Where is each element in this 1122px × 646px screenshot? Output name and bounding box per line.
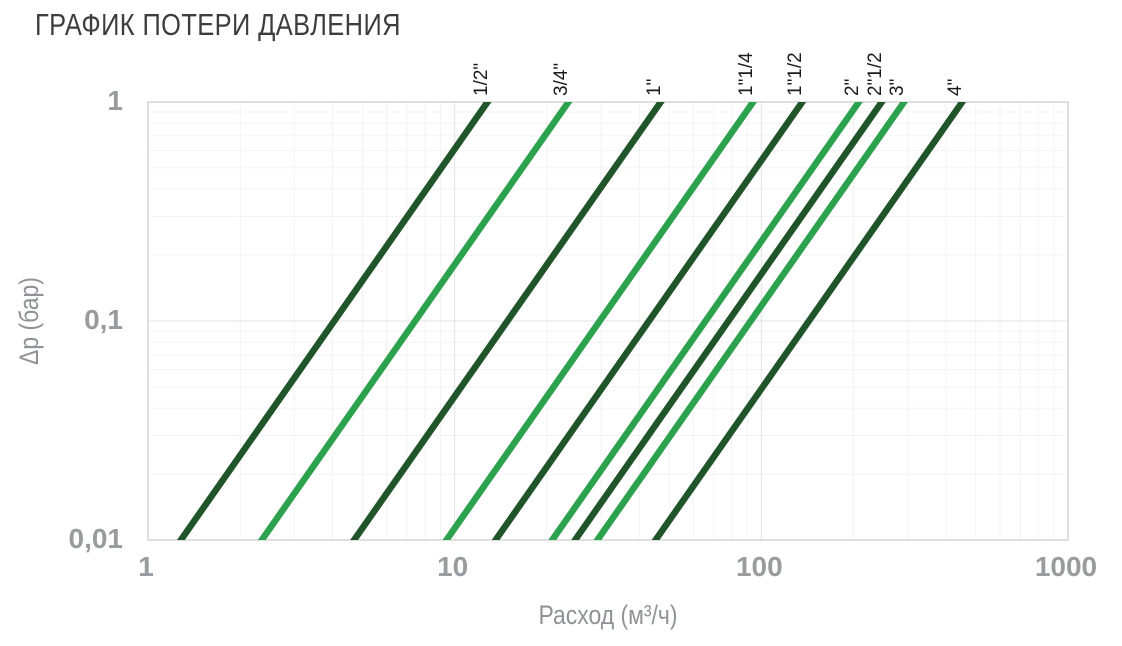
- pipe-size-label-0: 1/2": [470, 62, 492, 96]
- pipe-size-label-1: 3/4": [551, 62, 573, 96]
- pressure-line-6: [571, 102, 886, 540]
- pressure-line-0: [176, 102, 492, 540]
- x-tick-label-1: 10: [437, 551, 469, 582]
- x-tick-label-3: 1000: [1034, 551, 1098, 582]
- pipe-size-label-3: 1"1/4: [736, 52, 758, 96]
- pressure-line-3: [442, 102, 758, 540]
- pressure-line-2: [350, 102, 665, 540]
- y-tick-label-2: 0,01: [68, 523, 124, 554]
- pipe-size-label-4: 1"1/2: [785, 52, 807, 96]
- grid-major: [148, 102, 1068, 540]
- y-tick-label-0: 1: [107, 85, 123, 116]
- pressure-line-7: [593, 102, 909, 540]
- chart-title: ГРАФИК ПОТЕРИ ДАВЛЕНИЯ: [35, 7, 401, 42]
- pipe-size-label-2: 1": [643, 78, 665, 96]
- pressure-line-4: [491, 102, 807, 540]
- x-tick-label-0: 1: [138, 551, 154, 582]
- plot-border: [147, 101, 1069, 541]
- pressure-line-5: [548, 102, 863, 540]
- y-tick-label-1: 0,1: [84, 304, 123, 335]
- pressure-line-1: [257, 102, 573, 540]
- pressure-loss-lines: [176, 102, 967, 540]
- pressure-line-8: [651, 102, 967, 540]
- pipe-size-label-6: 2"1/2: [864, 52, 886, 96]
- pipe-size-label-7: 3": [887, 78, 909, 96]
- pipe-size-label-5: 2": [841, 78, 863, 96]
- pipe-size-label-8: 4": [945, 78, 967, 96]
- x-axis-title: Расход (м³/ч): [538, 600, 678, 630]
- x-tick-label-2: 100: [735, 551, 783, 582]
